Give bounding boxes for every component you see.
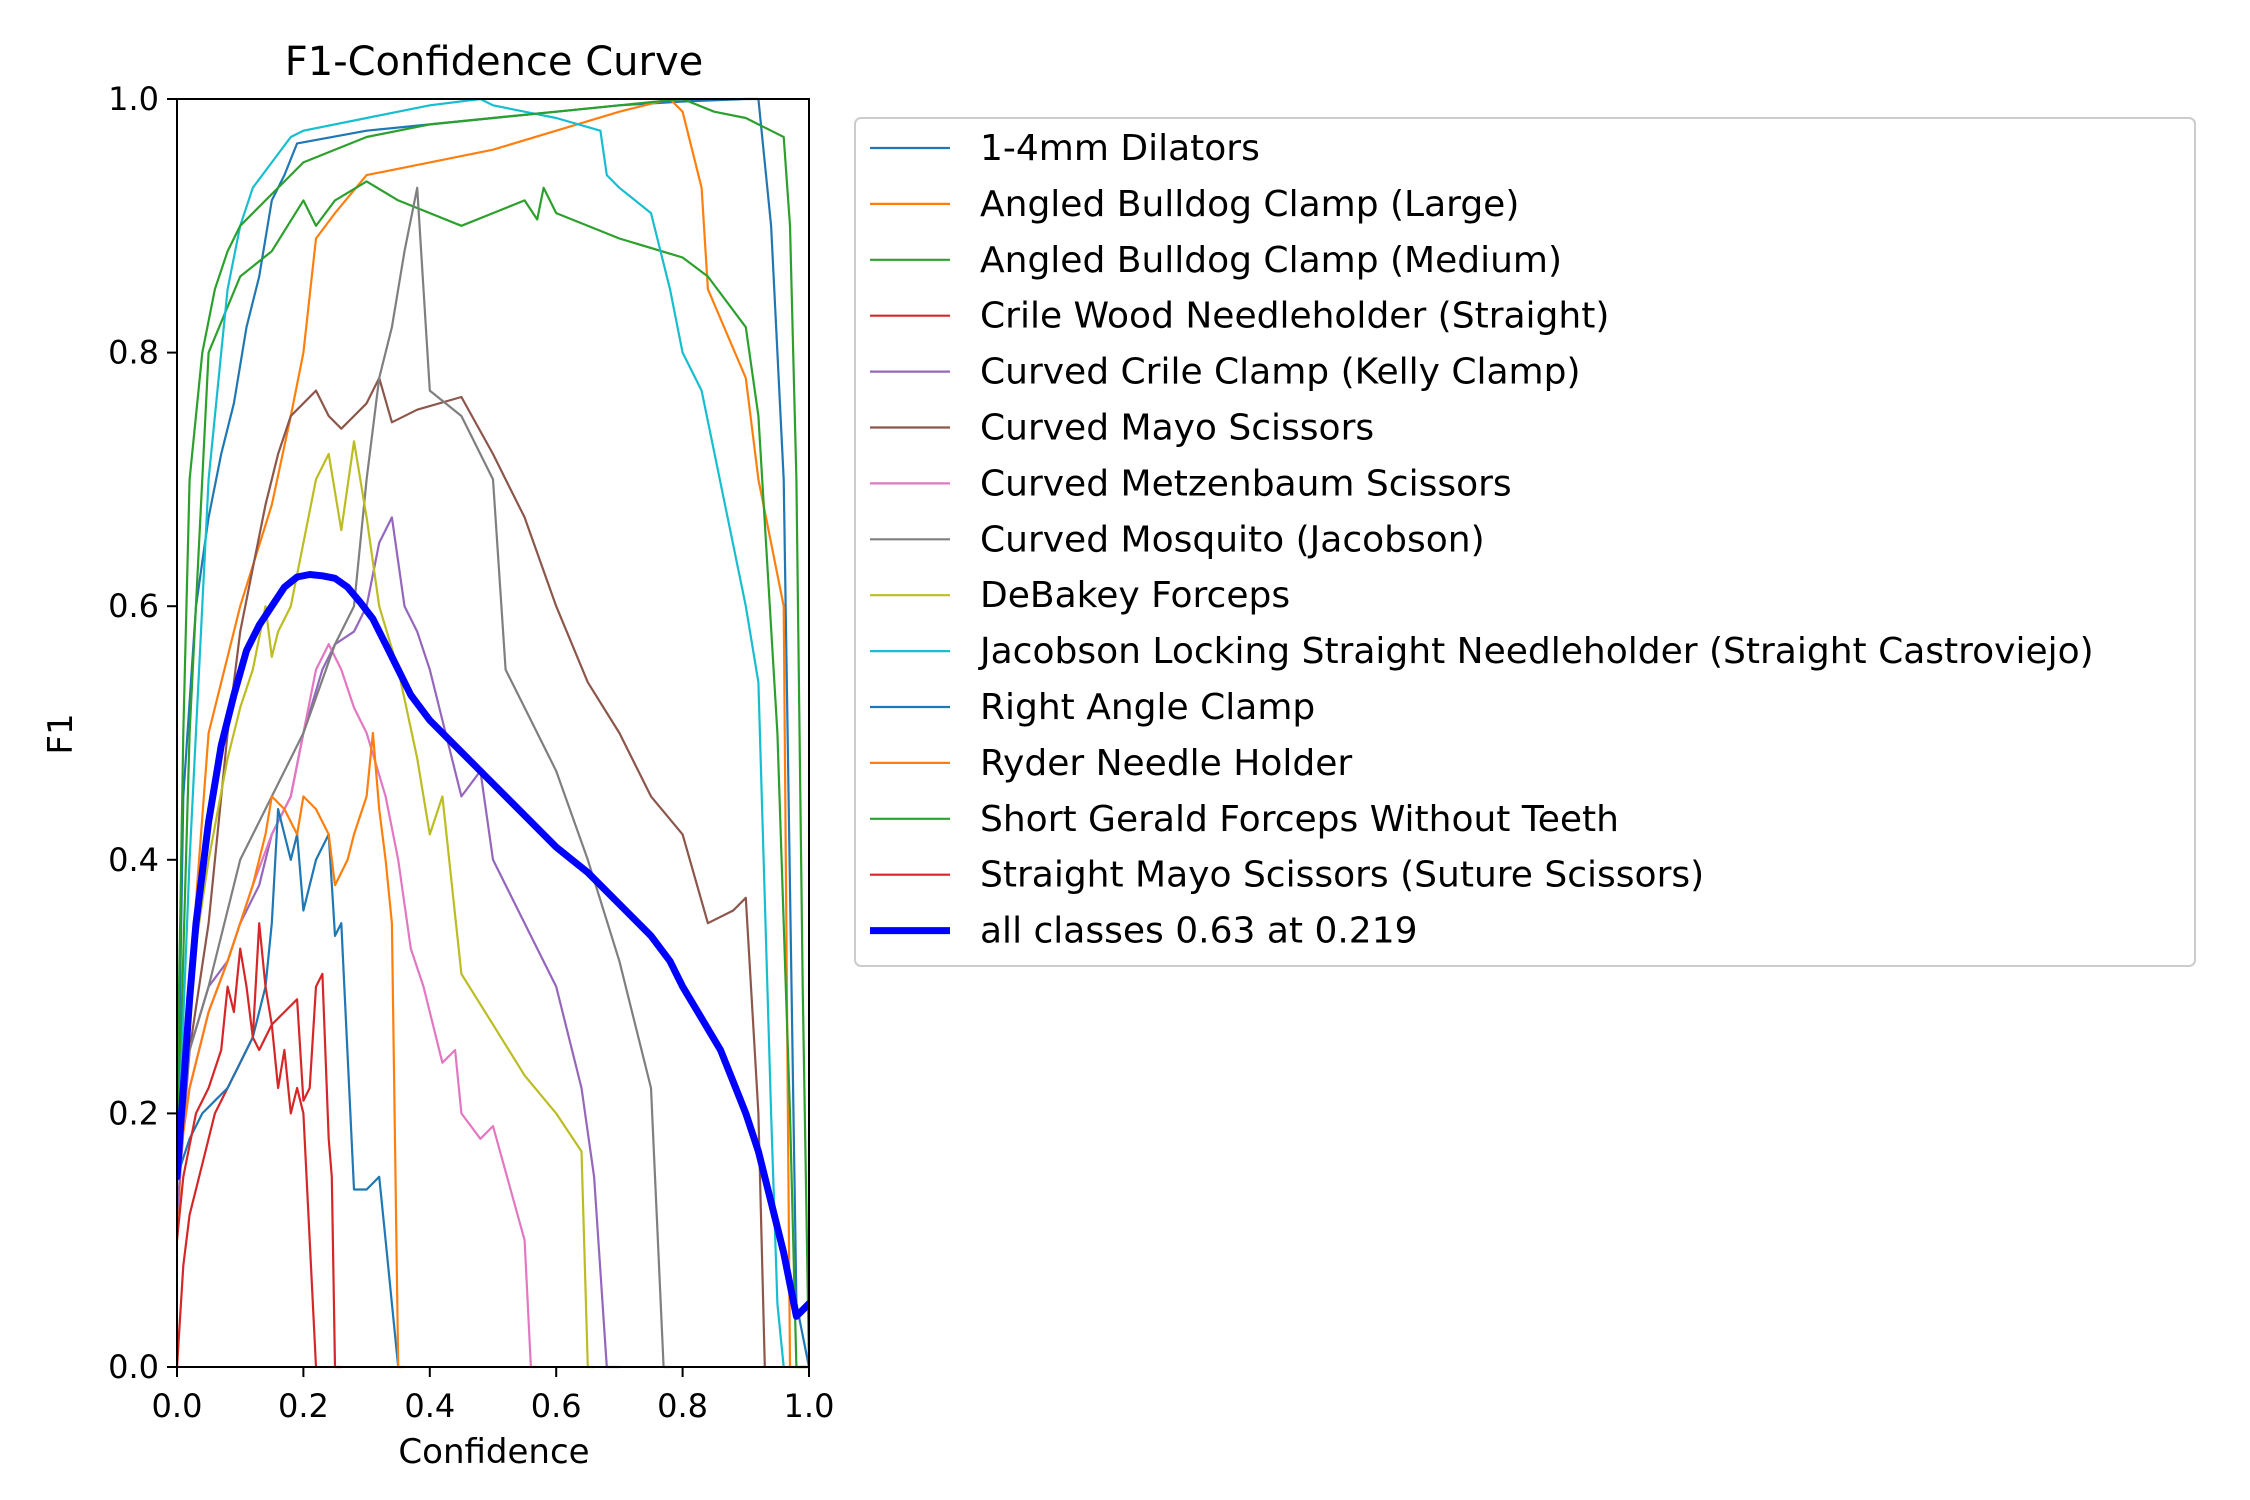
series-line-3 xyxy=(177,972,343,1369)
x-axis: 0.0 0.2 0.4 0.6 0.8 1.0 xyxy=(152,1367,835,1425)
y-tick-label: 0.2 xyxy=(108,1094,159,1132)
legend: 1-4mm Dilators Angled Bulldog Clamp (Larg… xyxy=(854,117,2196,967)
legend-label: Right Angle Clamp xyxy=(980,687,1315,728)
series-line-6 xyxy=(177,643,539,1369)
plot-area xyxy=(176,97,810,1369)
legend-label: Ryder Needle Holder xyxy=(980,743,1352,784)
series-line-2 xyxy=(177,180,809,1369)
legend-label: Short Gerald Forceps Without Teeth xyxy=(980,799,1619,840)
legend-label: Angled Bulldog Clamp (Large) xyxy=(980,184,1519,225)
legend-label: Curved Mayo Scissors xyxy=(980,408,1374,449)
x-tick-label: 0.6 xyxy=(531,1387,582,1425)
legend-label: all classes 0.63 at 0.219 xyxy=(980,911,1418,952)
series-line-12 xyxy=(177,97,809,1369)
y-tick-label: 1.0 xyxy=(108,80,159,118)
legend-label: Angled Bulldog Clamp (Medium) xyxy=(980,240,1562,281)
x-tick-label: 0.4 xyxy=(404,1387,455,1425)
series-line-9 xyxy=(177,97,785,1369)
x-tick-label: 1.0 xyxy=(784,1387,835,1425)
legend-label: 1-4mm Dilators xyxy=(980,128,1260,169)
series-line-5 xyxy=(177,376,766,1369)
series-line-13 xyxy=(177,922,318,1369)
y-tick-label: 0.0 xyxy=(108,1348,159,1386)
y-tick-label: 0.6 xyxy=(108,587,159,625)
y-tick-label: 0.8 xyxy=(108,334,159,372)
x-tick-label: 0.0 xyxy=(152,1387,203,1425)
y-axis-label: F1 xyxy=(41,713,81,754)
series-line-8 xyxy=(177,440,596,1369)
series-line-4 xyxy=(177,516,621,1369)
y-tick-label: 0.4 xyxy=(108,841,159,879)
x-axis-label: Confidence xyxy=(398,1432,589,1472)
legend-label: Straight Mayo Scissors (Suture Scissors) xyxy=(980,855,1704,896)
x-tick-label: 0.2 xyxy=(278,1387,329,1425)
legend-label: Jacobson Locking Straight Needleholder (… xyxy=(978,631,2094,672)
legend-label: DeBakey Forceps xyxy=(980,575,1290,616)
legend-frame xyxy=(854,117,2196,967)
series-line-11 xyxy=(177,731,406,1369)
series-line-14 xyxy=(177,571,809,1320)
legend-label: Curved Mosquito (Jacobson) xyxy=(980,519,1485,560)
series-line-1 xyxy=(177,97,809,1369)
series-line-0 xyxy=(177,97,809,1369)
legend-label: Curved Metzenbaum Scissors xyxy=(980,463,1512,504)
legend-label: Crile Wood Needleholder (Straight) xyxy=(980,296,1609,337)
x-tick-label: 0.8 xyxy=(657,1387,708,1425)
legend-label: Curved Crile Clamp (Kelly Clamp) xyxy=(980,352,1581,393)
chart-title: F1-Confidence Curve xyxy=(285,39,704,85)
y-axis: 0.0 0.2 0.4 0.6 0.8 1.0 xyxy=(108,80,177,1386)
plot-frame xyxy=(176,98,810,1368)
